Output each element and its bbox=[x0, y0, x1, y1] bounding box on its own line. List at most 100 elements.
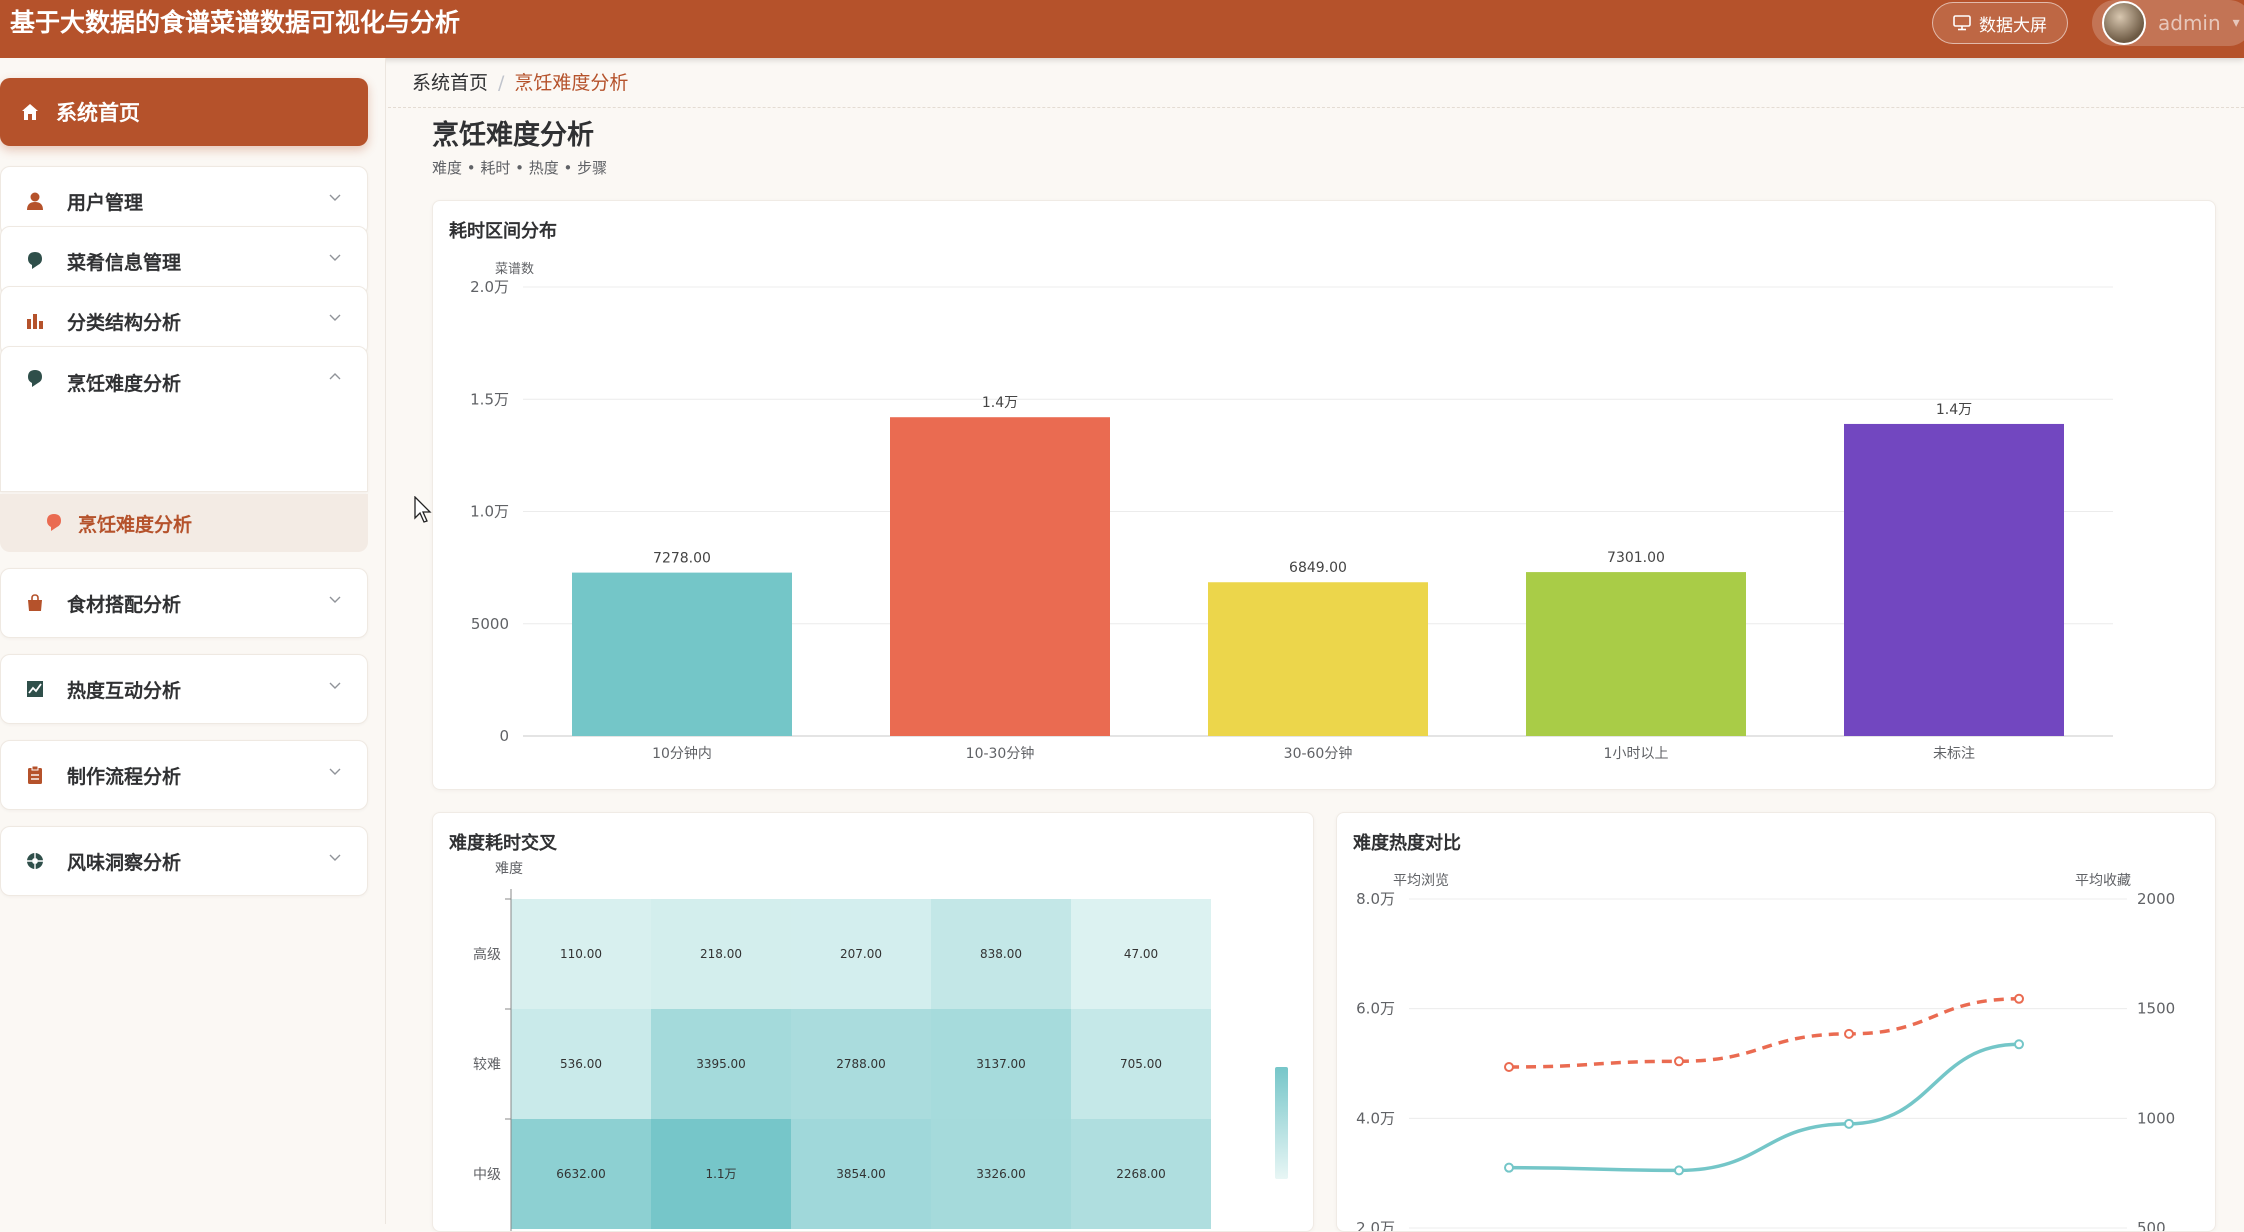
bar bbox=[572, 572, 792, 736]
bigscreen-button[interactable]: 数据大屏 bbox=[1932, 2, 2068, 44]
series-point bbox=[1504, 1162, 1514, 1173]
heatmap-cell bbox=[791, 1119, 931, 1229]
sidebar-item-difficulty[interactable]: 烹饪难度分析 bbox=[0, 346, 368, 492]
sidebar-subitem-difficulty[interactable]: 烹饪难度分析 bbox=[0, 494, 368, 552]
x-tick-label: 10-30分钟 bbox=[966, 745, 1035, 762]
heatmap-cell-label: 207.00 bbox=[840, 947, 882, 961]
y-left-tick-label: 8.0万 bbox=[1356, 890, 1395, 908]
time-distribution-card: 耗时区间分布 菜谱数 0 5000 1.0万 1.5万 2.0万 7278.00 10分钟内 1… bbox=[432, 200, 2216, 790]
bar-data-label: 7301.00 bbox=[1607, 550, 1665, 566]
sidebar-item-label: 分类结构分析 bbox=[67, 311, 182, 334]
sidebar-item-flavor[interactable]: 风味洞察分析 bbox=[0, 826, 368, 896]
monitor-icon bbox=[1953, 15, 1971, 31]
bar-data-label: 1.4万 bbox=[982, 395, 1018, 411]
sidebar-item-popularity[interactable]: 热度互动分析 bbox=[0, 654, 368, 724]
y-tick-label: 1.5万 bbox=[470, 390, 509, 408]
sidebar-item-category[interactable]: 分类结构分析 bbox=[0, 286, 368, 356]
breadcrumb-home[interactable]: 系统首页 bbox=[412, 72, 489, 94]
mouse-cursor-icon bbox=[414, 496, 432, 523]
user-menu[interactable]: admin ▾ bbox=[2092, 0, 2244, 46]
x-tick-label: 未标注 bbox=[1933, 746, 1975, 762]
y-axis-label: 菜谱数 bbox=[495, 262, 534, 277]
y-tick-label: 高级 bbox=[473, 946, 501, 963]
chevron-down-icon bbox=[329, 768, 341, 775]
chevron-down-icon bbox=[329, 194, 341, 201]
y-right-tick-label: 1500 bbox=[2137, 1000, 2175, 1018]
series-point bbox=[2014, 993, 2024, 1004]
bar-chart-icon bbox=[27, 314, 43, 329]
chevron-down-icon bbox=[329, 854, 341, 861]
heatmap-cell bbox=[1071, 1119, 1211, 1229]
heatmap-cell bbox=[931, 1009, 1071, 1119]
x-tick-label: 1小时以上 bbox=[1604, 746, 1669, 762]
views-series-line bbox=[1508, 1042, 2020, 1173]
sidebar-item-label: 热度互动分析 bbox=[67, 679, 182, 702]
heatmap-cell-label: 218.00 bbox=[700, 947, 742, 961]
y-axis-left-label: 平均浏览 bbox=[1393, 873, 1449, 889]
chart-title: 难度耗时交叉 bbox=[449, 833, 557, 854]
y-tick-label: 较难 bbox=[473, 1057, 501, 1073]
breadcrumb-current: 烹饪难度分析 bbox=[514, 72, 629, 94]
y-tick-label: 2.0万 bbox=[470, 278, 509, 296]
heatmap-cell bbox=[511, 899, 651, 1009]
bulb-icon bbox=[47, 514, 61, 531]
y-tick-label: 1.0万 bbox=[470, 503, 509, 521]
y-left-tick-label: 2.0万 bbox=[1356, 1219, 1395, 1232]
sidebar-item-label: 烹饪难度分析 bbox=[67, 373, 182, 395]
y-axis-right-label: 平均收藏 bbox=[2075, 873, 2131, 889]
bigscreen-label: 数据大屏 bbox=[1979, 15, 2047, 36]
y-tick-label: 0 bbox=[499, 727, 509, 745]
heatmap-cell-label: 536.00 bbox=[560, 1057, 602, 1071]
visual-map-bar bbox=[1275, 1067, 1288, 1179]
bar bbox=[890, 417, 1110, 736]
heatmap-cell bbox=[931, 899, 1071, 1009]
heatmap-cell bbox=[651, 1009, 791, 1119]
heatmap-cell bbox=[1071, 1009, 1211, 1119]
bar bbox=[1526, 572, 1746, 736]
y-right-tick-label: 2000 bbox=[2137, 890, 2175, 908]
difficulty-popularity-chart: 平均浏览 平均收藏 8.0万 2000 6.0万 1500 4.0万 1000 2.0万 500 bbox=[1356, 873, 2175, 1232]
series-point bbox=[1504, 1062, 1514, 1073]
difficulty-time-card: 难度耗时交叉 难度 高级 110.00 218.00 207.00 838.00 47.00… bbox=[432, 812, 1314, 1232]
page-subtitle: 难度 • 耗时 • 热度 • 步骤 bbox=[432, 159, 608, 177]
heatmap-cell bbox=[1071, 899, 1211, 1009]
sidebar-item-process[interactable]: 制作流程分析 bbox=[0, 740, 368, 810]
sidebar: 系统首页 用户管理 菜肴信息管理 分类结构分析 烹饪难度分析 烹饪难度分析 食材… bbox=[0, 58, 386, 1224]
heatmap-cell-label: 2788.00 bbox=[836, 1057, 886, 1071]
sidebar-item-label: 用户管理 bbox=[67, 191, 144, 214]
heatmap-cell-label: 3395.00 bbox=[696, 1057, 746, 1071]
chevron-down-icon bbox=[329, 596, 341, 603]
heatmap-cell-label: 1.1万 bbox=[705, 1167, 736, 1181]
series-point bbox=[1674, 1165, 1684, 1176]
flower-icon bbox=[27, 853, 43, 869]
page-title: 烹饪难度分析 bbox=[432, 120, 594, 151]
home-icon bbox=[22, 104, 38, 120]
bulb-icon bbox=[28, 370, 42, 387]
y-axis-label: 难度 bbox=[495, 861, 523, 877]
chevron-down-icon bbox=[329, 682, 341, 689]
heatmap-cell bbox=[511, 1009, 651, 1119]
sidebar-item-dishes[interactable]: 菜肴信息管理 bbox=[0, 226, 368, 296]
heatmap-cell bbox=[651, 899, 791, 1009]
sidebar-item-ingredients[interactable]: 食材搭配分析 bbox=[0, 568, 368, 638]
favorites-series-line bbox=[1508, 997, 2020, 1069]
y-tick-label: 中级 bbox=[473, 1167, 501, 1183]
sidebar-item-label: 菜肴信息管理 bbox=[67, 251, 182, 274]
heatmap-cell-label: 47.00 bbox=[1124, 947, 1158, 961]
x-tick-label: 10分钟内 bbox=[652, 745, 712, 762]
series-point bbox=[1674, 1056, 1684, 1067]
heatmap-cell-label: 3854.00 bbox=[836, 1167, 886, 1181]
top-bar: 基于大数据的食谱菜谱数据可视化与分析 数据大屏 admin ▾ bbox=[0, 0, 2244, 58]
sidebar-item-home[interactable]: 系统首页 bbox=[0, 78, 368, 146]
breadcrumb: 系统首页 / 烹饪难度分析 bbox=[412, 68, 628, 95]
heatmap-cell-label: 2268.00 bbox=[1116, 1167, 1166, 1181]
bar bbox=[1208, 582, 1428, 736]
bulb-icon bbox=[28, 252, 42, 269]
bar-data-label: 1.4万 bbox=[1936, 402, 1972, 418]
avatar[interactable] bbox=[2102, 1, 2146, 45]
sidebar-item-users[interactable]: 用户管理 bbox=[0, 166, 368, 236]
heatmap-cell-label: 3326.00 bbox=[976, 1167, 1026, 1181]
heatmap-cell bbox=[791, 899, 931, 1009]
username: admin bbox=[2158, 11, 2221, 35]
